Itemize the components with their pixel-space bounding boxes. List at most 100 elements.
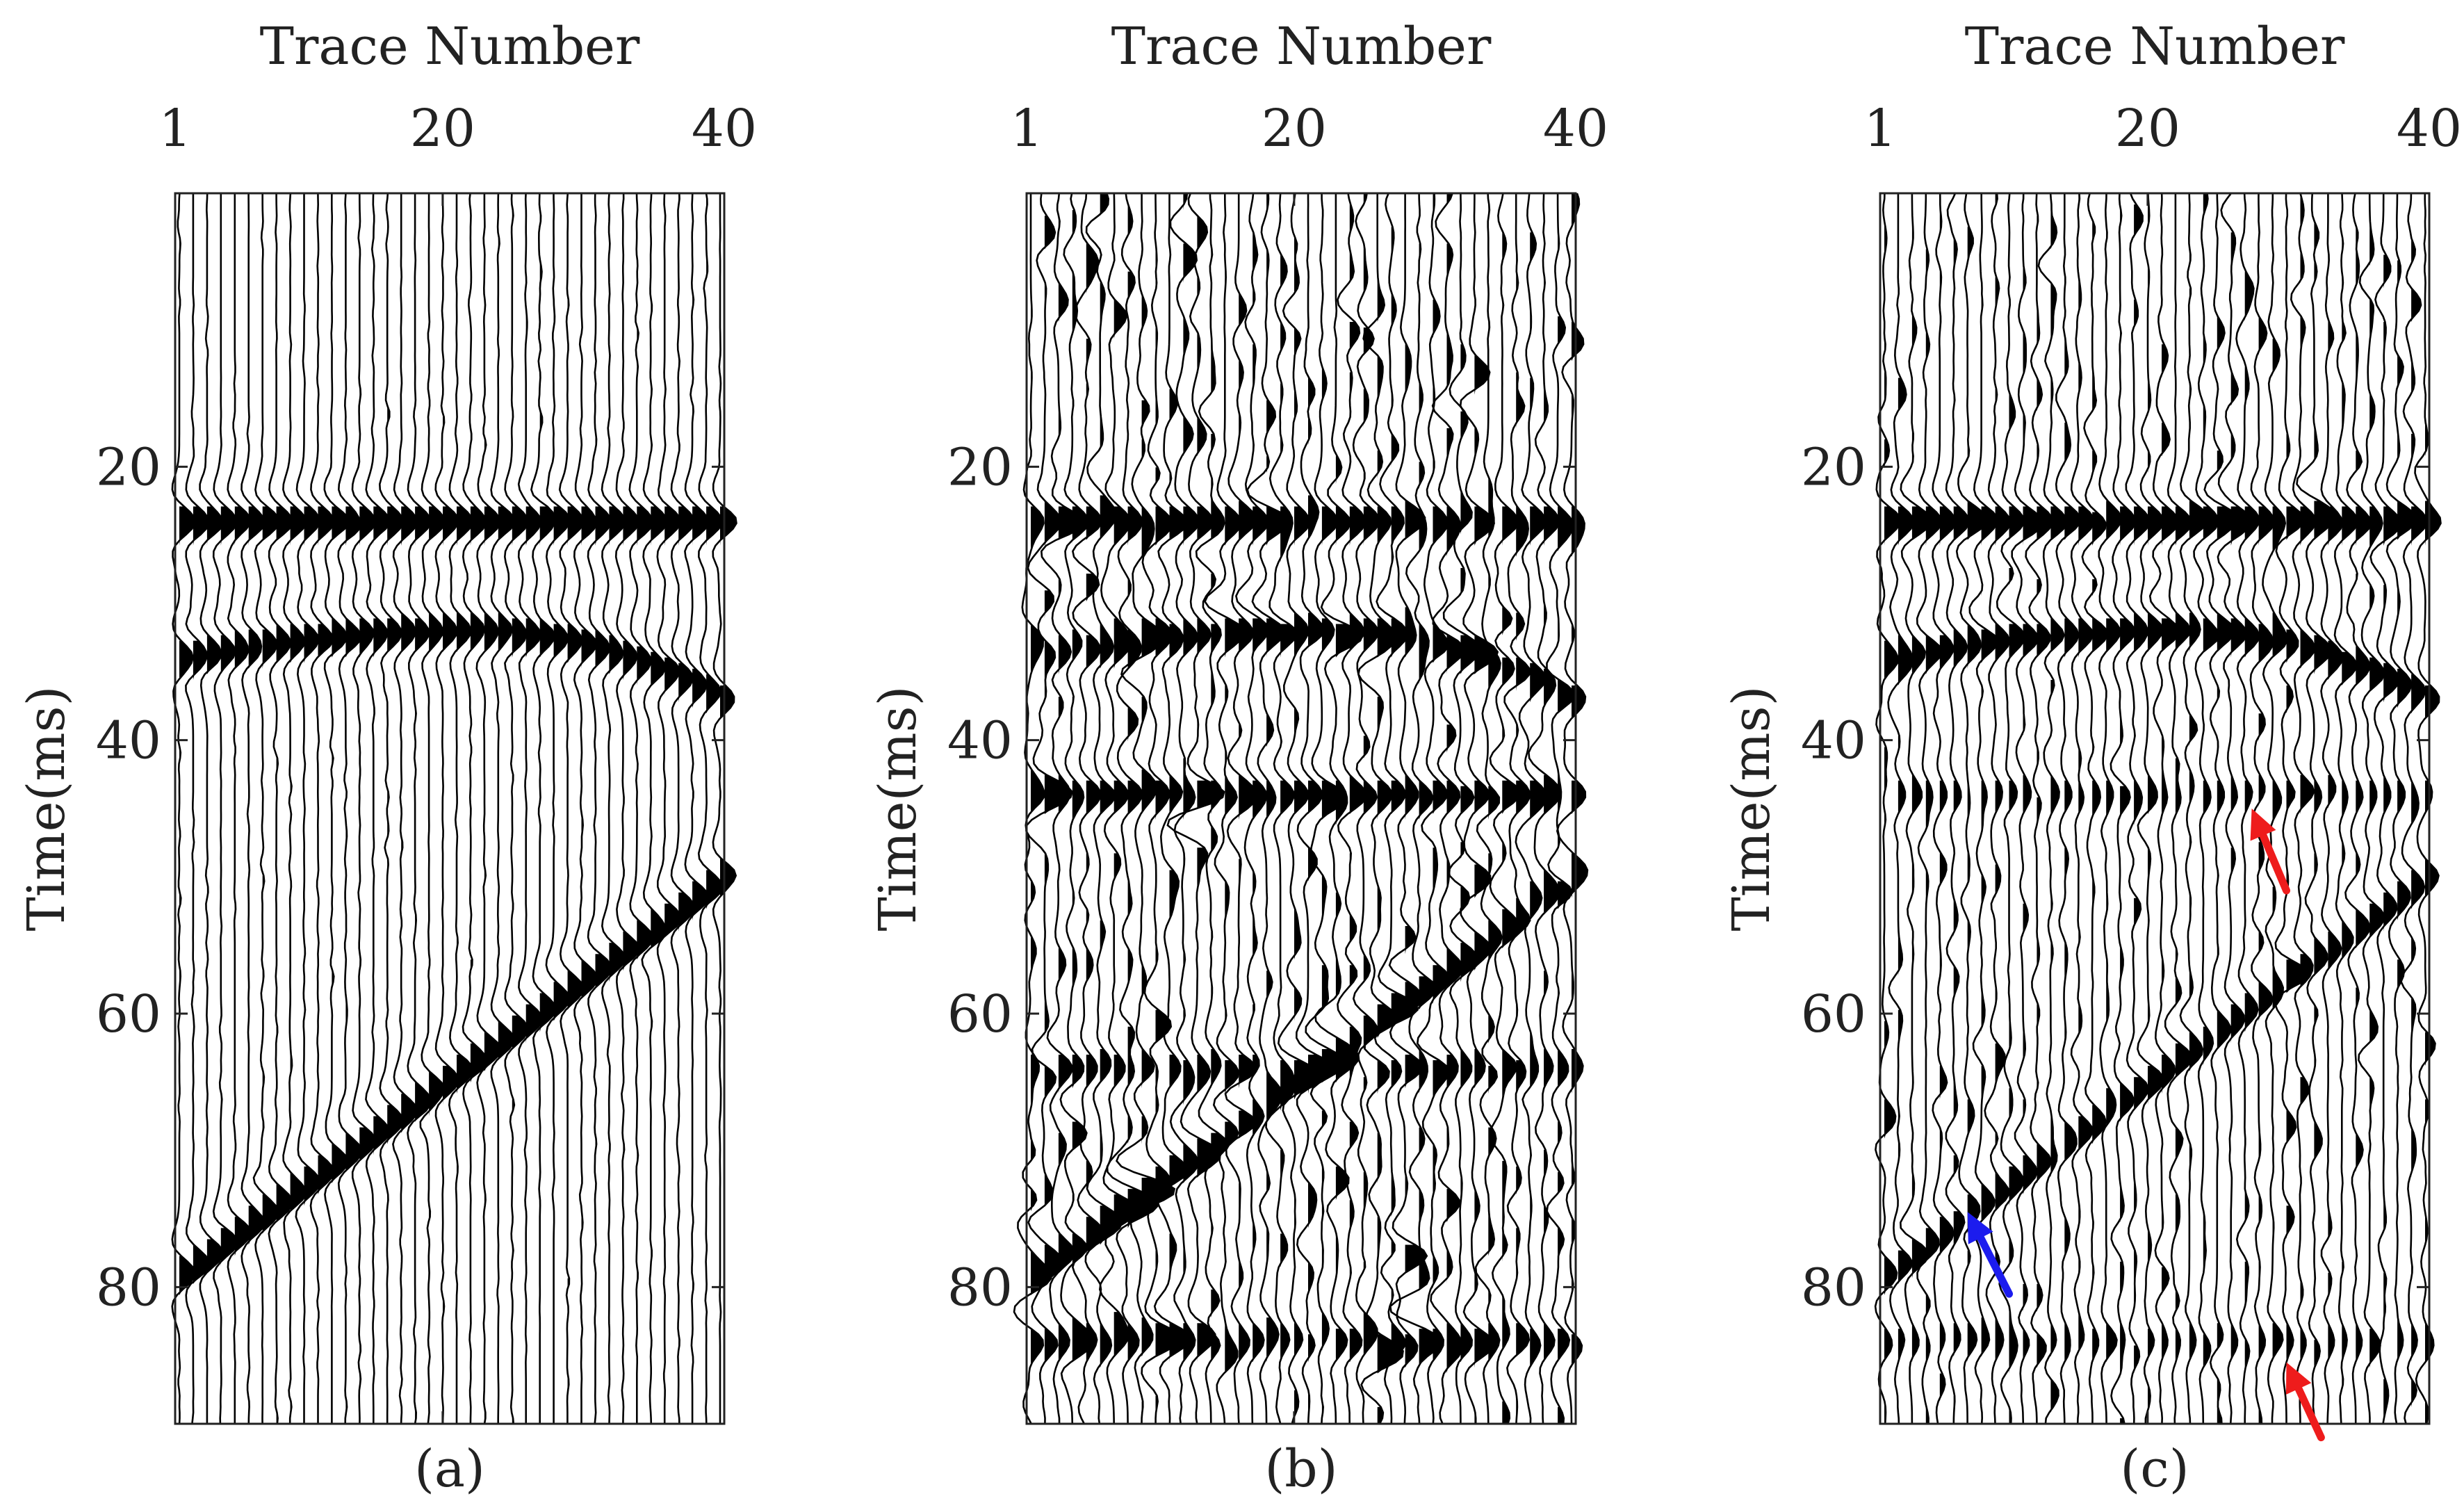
trace-28 [545, 193, 571, 1424]
trace-31 [2290, 193, 2317, 1424]
panel-caption: (a) [414, 1439, 485, 1499]
annotation-arrow [2250, 809, 2291, 895]
trace-4 [212, 193, 238, 1424]
trace-2 [1887, 193, 1915, 1424]
trace-17 [1235, 193, 1270, 1424]
trace-37 [1515, 193, 1548, 1424]
x-axis-title: Trace Number [1965, 17, 2345, 76]
trace-5 [1932, 193, 1957, 1424]
trace-3 [1040, 193, 1086, 1424]
trace-15 [365, 193, 391, 1424]
x-tick-label: 1 [158, 99, 191, 159]
trace-38 [684, 193, 710, 1424]
x-axis-title: Trace Number [1111, 17, 1492, 76]
trace-22 [2164, 193, 2193, 1424]
y-tick-label: 80 [96, 1258, 161, 1317]
plot-frame [1879, 192, 2431, 1425]
y-tick-label: 20 [947, 437, 1013, 497]
trace-35 [641, 193, 668, 1424]
trace-36 [656, 193, 683, 1424]
panel-b: 1 20 40 20 40 60 80 Trace Number Time(ms) (b) [868, 17, 1608, 1499]
trace-35 [1489, 193, 1521, 1424]
panel-c: 1 20 40 20 40 60 80 Trace Number Time(ms) (c) [1722, 17, 2462, 1499]
trace-38 [1528, 193, 1562, 1424]
trace-32 [2296, 193, 2336, 1424]
x-tick-label: 40 [2397, 99, 2462, 159]
trace-26 [1357, 193, 1404, 1424]
plot-frame [1025, 192, 1577, 1425]
trace-17 [2098, 193, 2123, 1424]
trace-8 [1968, 193, 2000, 1424]
trace-3 [1899, 193, 1932, 1424]
trace-26 [2217, 193, 2252, 1424]
trace-7 [1955, 193, 1988, 1424]
trace-20 [434, 193, 459, 1424]
trace-9 [1984, 193, 2012, 1424]
trace-16 [378, 193, 405, 1424]
trace-16 [2081, 193, 2109, 1424]
y-tick-label: 80 [1801, 1258, 1866, 1317]
y-tick-label: 40 [1801, 711, 1866, 771]
trace-1 [1013, 193, 1052, 1424]
trace-17 [392, 193, 418, 1424]
x-tick-label: 1 [1863, 99, 1896, 159]
trace-21 [448, 193, 474, 1424]
trace-27 [530, 193, 557, 1424]
trace-8 [268, 193, 293, 1424]
y-tick-label: 60 [96, 984, 161, 1044]
trace-10 [1996, 193, 2025, 1424]
trace-10 [1141, 193, 1182, 1424]
trace-21 [2148, 193, 2180, 1424]
trace-29 [558, 193, 585, 1424]
trace-8 [1106, 193, 1159, 1424]
trace-37 [2369, 193, 2403, 1424]
trace-30 [2274, 193, 2310, 1424]
trace-10 [295, 193, 321, 1424]
trace-32 [1442, 193, 1481, 1424]
trace-37 [670, 193, 696, 1424]
trace-11 [2011, 193, 2044, 1424]
trace-24 [1337, 193, 1367, 1424]
trace-24 [2193, 193, 2220, 1424]
trace-12 [1169, 193, 1200, 1424]
trace-3 [199, 193, 225, 1424]
trace-26 [517, 193, 544, 1424]
trace-29 [1389, 193, 1442, 1424]
y-tick-label: 60 [947, 984, 1013, 1044]
trace-28 [2249, 193, 2276, 1424]
trace-15 [2070, 193, 2095, 1424]
trace-23 [1314, 193, 1364, 1424]
trace-30 [573, 193, 598, 1424]
trace-9 [1115, 193, 1176, 1424]
y-tick-label: 40 [947, 711, 1013, 771]
panel-caption: (b) [1264, 1439, 1337, 1499]
trace-7 [252, 193, 280, 1424]
trace-5 [227, 193, 252, 1424]
trace-9 [282, 193, 307, 1424]
trace-19 [1265, 193, 1298, 1424]
trace-13 [1166, 193, 1225, 1424]
trace-19 [419, 193, 446, 1424]
trace-16 [1224, 193, 1257, 1424]
trace-39 [2400, 193, 2429, 1424]
trace-34 [2333, 193, 2359, 1424]
trace-25 [1352, 193, 1380, 1424]
trace-30 [1416, 193, 1451, 1424]
y-tick-label: 20 [96, 437, 161, 497]
trace-36 [1503, 193, 1531, 1424]
x-tick-label: 20 [2115, 99, 2180, 159]
trace-14 [2055, 193, 2082, 1424]
trace-25 [503, 193, 529, 1424]
trace-13 [337, 193, 363, 1424]
trace-1 [171, 193, 197, 1424]
y-tick-label: 80 [947, 1258, 1013, 1317]
x-tick-label: 20 [410, 99, 475, 159]
trace-33 [614, 193, 641, 1424]
panel-caption: (c) [2120, 1439, 2189, 1499]
trace-18 [407, 193, 432, 1424]
trace-12 [323, 193, 350, 1424]
trace-29 [2262, 193, 2288, 1424]
x-tick-label: 40 [1543, 99, 1608, 159]
trace-23 [2179, 193, 2210, 1424]
